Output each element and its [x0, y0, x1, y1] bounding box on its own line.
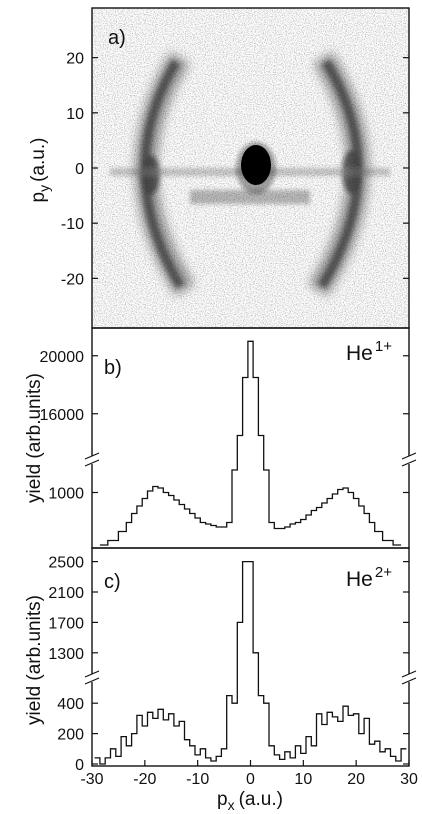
- panel-a-ylabel-sub: y: [36, 185, 52, 192]
- svg-text:py(a.u.): py (a.u.): [28, 138, 52, 203]
- break-mark: [401, 677, 417, 685]
- y-tick-label: 10: [66, 106, 84, 123]
- break-gap: [88, 674, 96, 682]
- x-tick-label: 20: [347, 771, 365, 788]
- panel-a-ylabel-p: p: [28, 192, 49, 203]
- panel-b-histogram: [99, 340, 402, 546]
- panel-a-y-label: py (a.u.): [28, 138, 52, 203]
- x-tick-label: 10: [294, 771, 312, 788]
- y-tick-label: 16000: [40, 407, 85, 424]
- break-mark: [84, 670, 100, 678]
- break-mark: [401, 452, 417, 460]
- y-tick-label: 1700: [48, 615, 84, 632]
- x-tick-label: -30: [80, 771, 103, 788]
- panel-c-x-axis: -30 -20 -10 0 10 20 30: [80, 760, 418, 788]
- y-tick-label: 400: [57, 696, 84, 713]
- y-tick-label: -10: [61, 216, 84, 233]
- break-mark: [84, 677, 100, 685]
- break-gap: [405, 456, 413, 464]
- break-gap: [88, 456, 96, 464]
- break-gap: [405, 674, 413, 682]
- y-tick-label: 2500: [48, 555, 84, 572]
- panel-a-image: [92, 8, 409, 328]
- panel-b-y-axis: 16000 20000 1000: [40, 349, 409, 503]
- x-tick-label: -20: [133, 771, 156, 788]
- panel-b-axis-break: [84, 452, 417, 467]
- panel-a-ylabel-unit: (a.u.): [28, 138, 49, 182]
- panel-c-label: c): [104, 571, 121, 593]
- panel-c-histogram: [94, 560, 407, 765]
- y-tick-label: 2100: [48, 585, 84, 602]
- panel-c-y-axis: 1300 1700 2100 2500 0 200 400: [48, 555, 409, 774]
- y-tick-label: 1000: [48, 486, 84, 503]
- panel-a: a) -20 -10 0 10 20 py (a.u.): [28, 7, 410, 329]
- y-tick-label: 0: [75, 757, 84, 774]
- y-tick-label: 0: [75, 161, 84, 178]
- panel-c-ion-label: He 2+: [346, 564, 392, 591]
- break-mark: [401, 459, 417, 467]
- y-tick-label: 20000: [40, 349, 85, 366]
- x-tick-label: 30: [400, 771, 418, 788]
- x-tick-label: 0: [246, 771, 255, 788]
- y-tick-label: 20: [66, 51, 84, 68]
- break-mark: [84, 452, 100, 460]
- panel-c-x-label: px (a.u.): [217, 789, 283, 813]
- panel-c-axis-break: [84, 670, 417, 685]
- panel-a-y-axis: -20 -10 0 10 20: [61, 51, 409, 288]
- panel-b-ylabel: yield (arb.units): [24, 373, 45, 503]
- panel-b-label: b): [104, 357, 122, 379]
- panel-c-ylabel: yield (arb.units): [24, 595, 45, 725]
- x-tick-label: -10: [186, 771, 209, 788]
- break-mark: [84, 459, 100, 467]
- panel-a-label: a): [108, 27, 126, 49]
- y-tick-label: 200: [57, 727, 84, 744]
- panel-b: b) He 1+ 16000 20000 1000 yield (arb.units): [24, 327, 417, 549]
- y-tick-label: -20: [61, 271, 84, 288]
- panel-b-ion-label: He 1+: [346, 338, 392, 365]
- break-mark: [401, 670, 417, 678]
- y-tick-label: 1300: [48, 646, 84, 663]
